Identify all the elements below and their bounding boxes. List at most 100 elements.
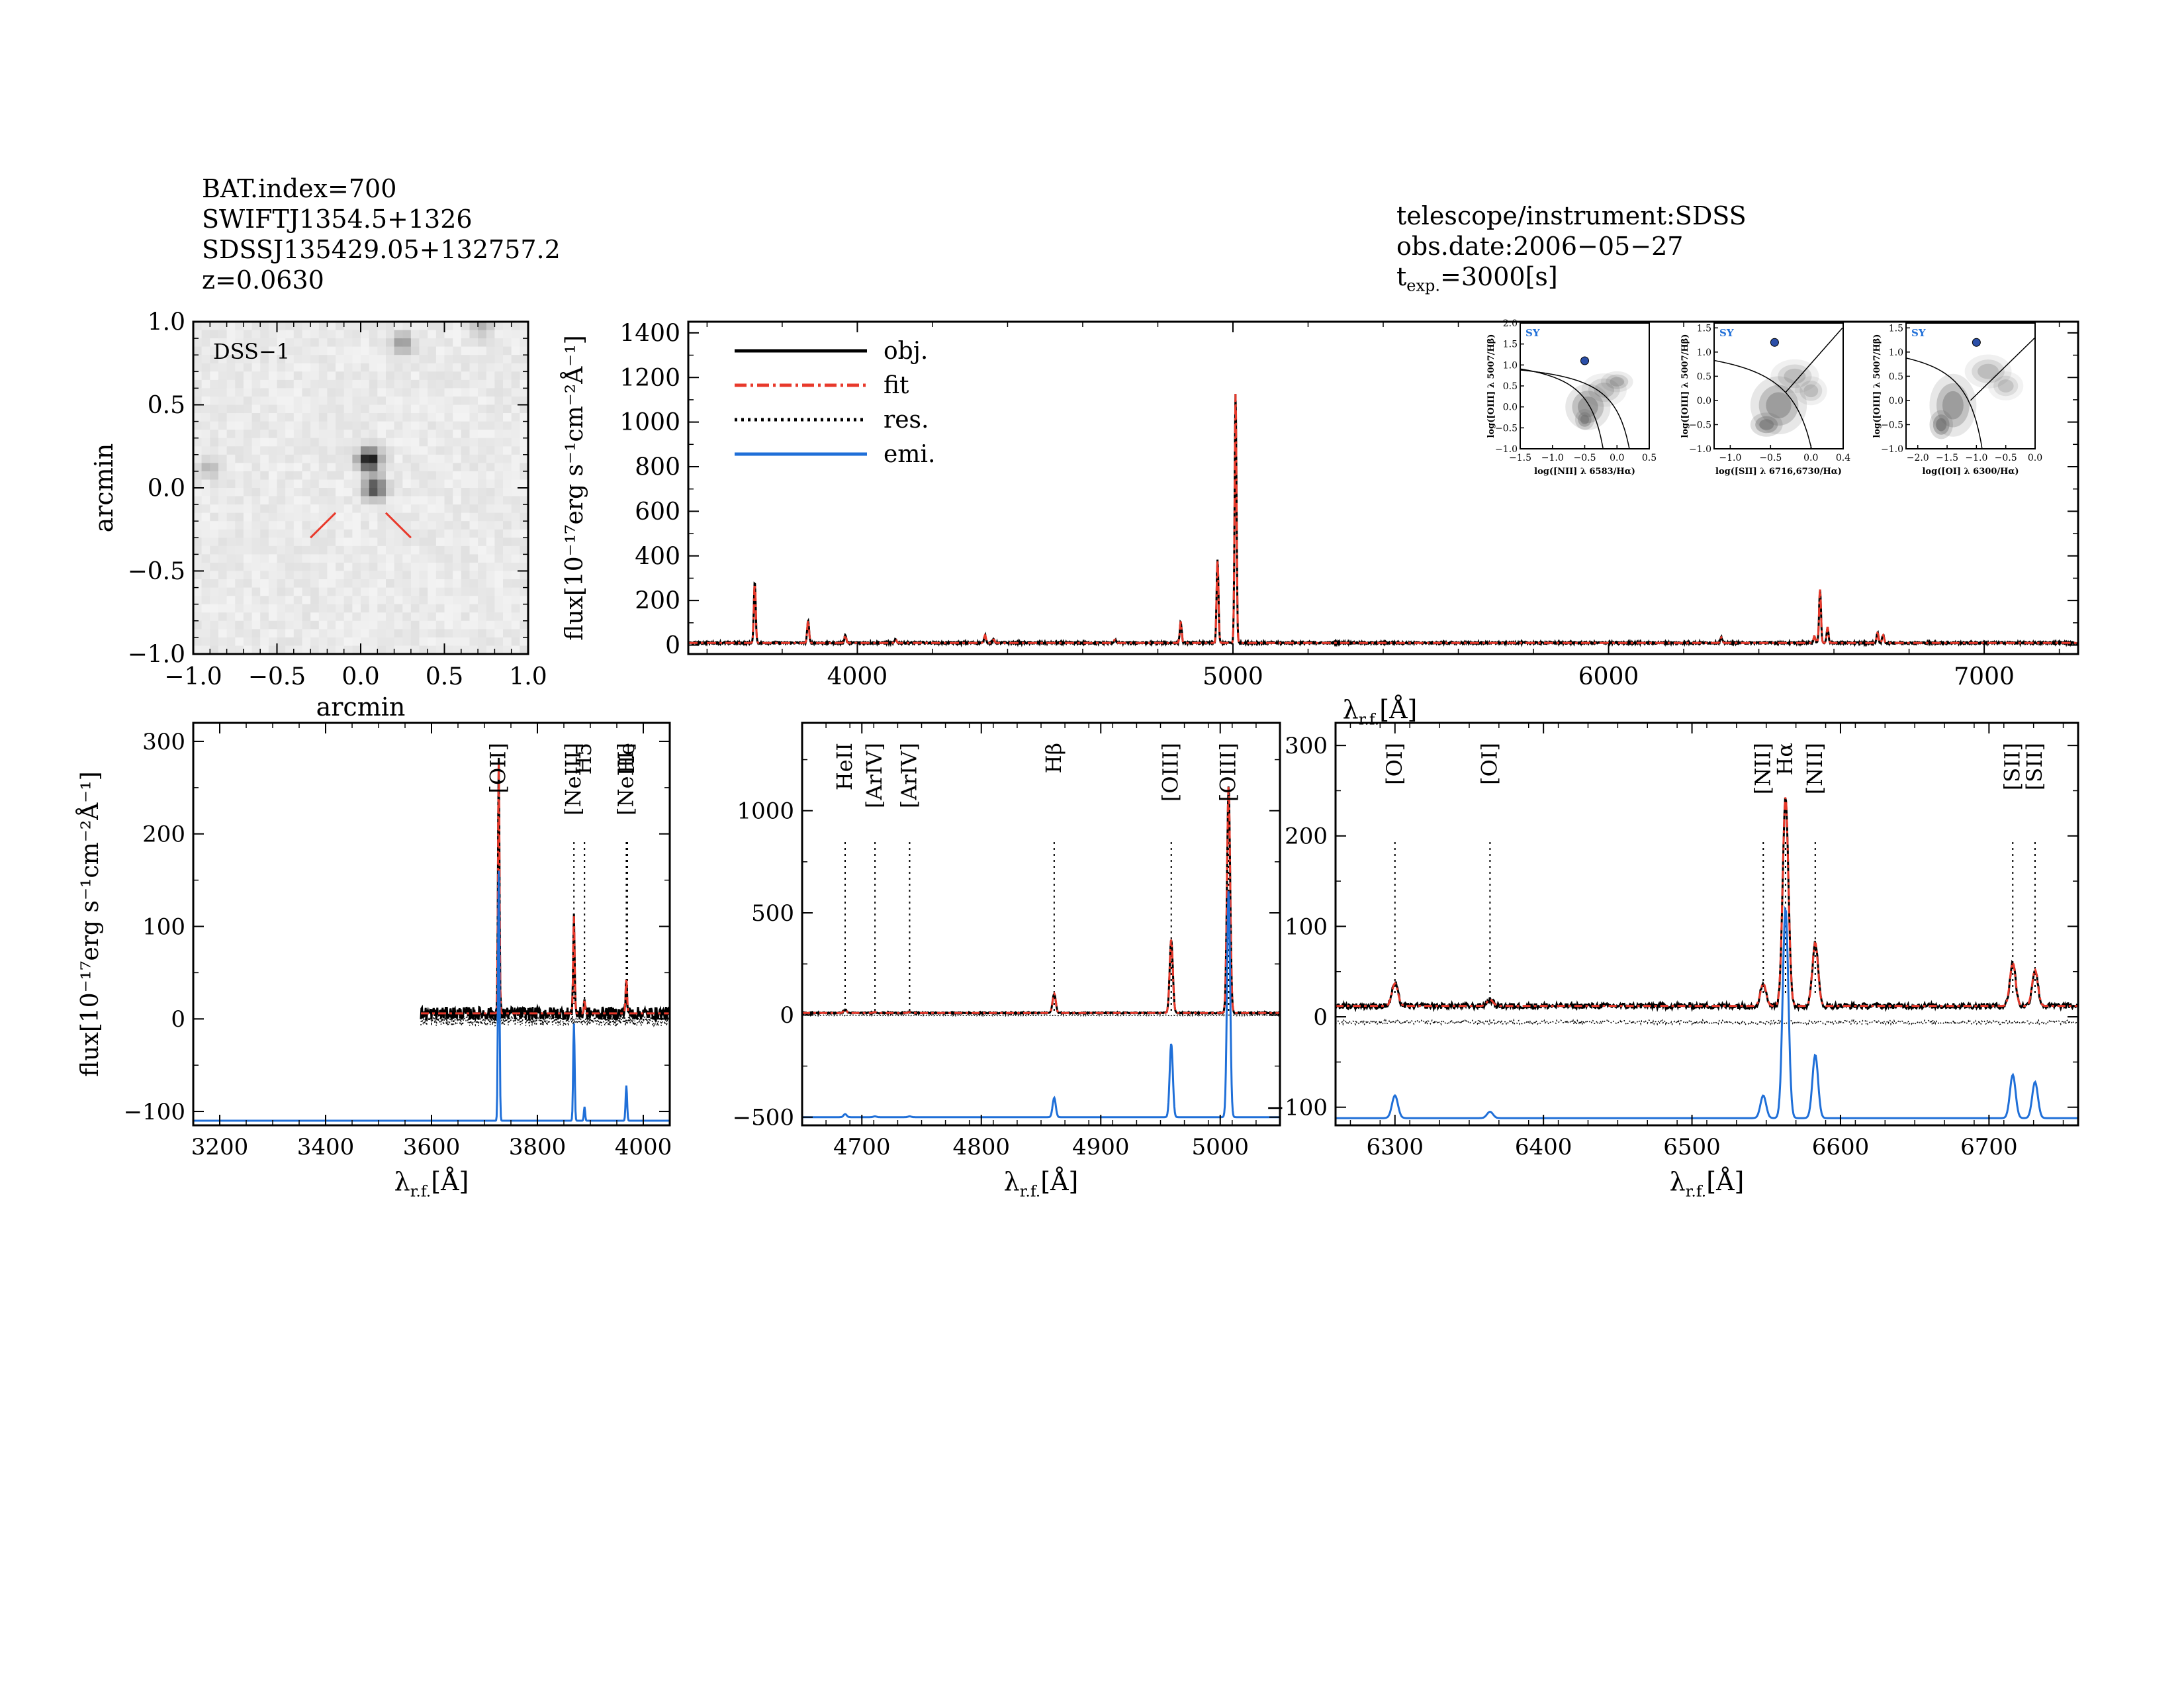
cutout-y-axis-title: arcmin bbox=[89, 444, 118, 533]
cutout-pixel bbox=[461, 620, 471, 630]
cutout-pixel bbox=[260, 430, 269, 439]
cutout-pixel bbox=[377, 430, 387, 439]
cutout-pixel bbox=[494, 637, 504, 647]
cutout-pixel bbox=[461, 421, 471, 430]
cutout-pixel bbox=[352, 346, 361, 355]
cutout-pixel bbox=[235, 371, 244, 381]
cutout-pixel bbox=[478, 438, 487, 447]
cutout-pixel bbox=[251, 371, 261, 381]
cutout-pixel bbox=[201, 371, 210, 381]
line-label: [NII] bbox=[1750, 743, 1775, 794]
cutout-pixel bbox=[226, 529, 236, 538]
cutout-pixel bbox=[410, 338, 420, 348]
cutout-pixel bbox=[302, 479, 311, 489]
cutout-pixel bbox=[453, 471, 462, 481]
cutout-pixel bbox=[336, 538, 345, 547]
cutout-pixel bbox=[210, 322, 219, 331]
cutout-pixel bbox=[336, 637, 345, 647]
cutout-pixel bbox=[386, 479, 395, 489]
cutout-pixel bbox=[327, 322, 336, 331]
cutout-pixel bbox=[336, 596, 345, 605]
bpt-density bbox=[1778, 364, 1812, 389]
cutout-pixel bbox=[210, 637, 219, 647]
cutout-pixel bbox=[461, 471, 471, 481]
cutout-pixel bbox=[310, 421, 320, 430]
bpt-y-tick-label: 0.0 bbox=[1889, 396, 1903, 406]
cutout-pixel bbox=[478, 346, 487, 355]
cutout-pixel bbox=[503, 504, 512, 514]
bpt-x-tick-label: −1.0 bbox=[1965, 453, 1987, 463]
cutout-pixel bbox=[260, 355, 269, 364]
cutout-pixel bbox=[469, 438, 478, 447]
cutout-pixel bbox=[461, 355, 471, 364]
cutout-pixel bbox=[260, 371, 269, 381]
cutout-pixel bbox=[260, 529, 269, 538]
cutout-pixel bbox=[386, 446, 395, 455]
cutout-pixel bbox=[210, 521, 219, 530]
zoom-y-label: 200 bbox=[1285, 823, 1328, 850]
cutout-pixel bbox=[285, 554, 295, 563]
cutout-pixel bbox=[277, 545, 286, 555]
zoom-x-label: 6600 bbox=[1812, 1134, 1870, 1160]
cutout-pixel bbox=[352, 355, 361, 364]
cutout-pixel bbox=[277, 446, 286, 455]
cutout-pixel bbox=[302, 545, 311, 555]
cutout-pixel bbox=[361, 504, 370, 514]
cutout-pixel bbox=[394, 596, 403, 605]
cutout-pixel bbox=[327, 413, 336, 422]
cutout-pixel bbox=[210, 554, 219, 563]
cutout-pixel bbox=[268, 397, 278, 406]
cutout-pixel bbox=[444, 430, 453, 439]
cutout-pixel bbox=[226, 463, 236, 472]
cutout-pixel bbox=[410, 545, 420, 555]
cutout-pixel bbox=[218, 538, 228, 547]
observation-date: obs.date:2006−05−27 bbox=[1396, 232, 1684, 261]
bpt-curves bbox=[1906, 338, 2035, 449]
cutout-pixel bbox=[435, 538, 445, 547]
cutout-pixel bbox=[369, 604, 378, 613]
cutout-pixel bbox=[302, 421, 311, 430]
zoom-panel-curves-1 bbox=[802, 786, 1280, 1119]
cutout-pixel bbox=[260, 346, 269, 355]
zoom-y-label: 300 bbox=[1285, 733, 1328, 759]
cutout-pixel bbox=[336, 322, 345, 331]
cutout-pixel bbox=[503, 521, 512, 530]
cutout-pixel bbox=[469, 479, 478, 489]
cutout-pixel bbox=[285, 629, 295, 638]
cutout-pixel bbox=[293, 596, 303, 605]
cutout-pixel bbox=[478, 620, 487, 630]
cutout-pixel bbox=[343, 512, 353, 522]
cutout-pixel bbox=[511, 446, 520, 455]
cutout-pixel bbox=[461, 512, 471, 522]
cutout-pixel bbox=[435, 571, 445, 580]
cutout-pixel bbox=[285, 563, 295, 572]
bpt-x-tick-label: −1.0 bbox=[1719, 453, 1741, 463]
cutout-pixel bbox=[243, 587, 253, 596]
cutout-pixel bbox=[469, 454, 478, 463]
cutout-pixel bbox=[402, 421, 412, 430]
zoom-panel-curves-2 bbox=[1336, 797, 2078, 1119]
cutout-pixel bbox=[318, 397, 328, 406]
cutout-pixel bbox=[428, 355, 437, 364]
cutout-pixel bbox=[377, 488, 387, 497]
cutout-pixel bbox=[268, 355, 278, 364]
cutout-pixel bbox=[486, 545, 496, 555]
cutout-pixel bbox=[218, 629, 228, 638]
cutout-pixel bbox=[336, 587, 345, 596]
cutout-pixel bbox=[268, 430, 278, 439]
cutout-pixel bbox=[302, 529, 311, 538]
cutout-pixel bbox=[243, 512, 253, 522]
cutout-pixel bbox=[318, 512, 328, 522]
cutout-pixel bbox=[419, 355, 428, 364]
cutout-pixel bbox=[503, 596, 512, 605]
cutout-pixel bbox=[235, 496, 244, 505]
cutout-pixel bbox=[486, 629, 496, 638]
cutout-pixel bbox=[310, 545, 320, 555]
cutout-pixel bbox=[193, 463, 203, 472]
cutout-pixel bbox=[377, 355, 387, 364]
cutout-pixel bbox=[461, 538, 471, 547]
cutout-pixel bbox=[218, 587, 228, 596]
bpt-y-tick-label: −0.5 bbox=[1689, 420, 1711, 430]
cutout-pixel bbox=[444, 346, 453, 355]
zoom-fit-series bbox=[1336, 797, 2077, 1008]
